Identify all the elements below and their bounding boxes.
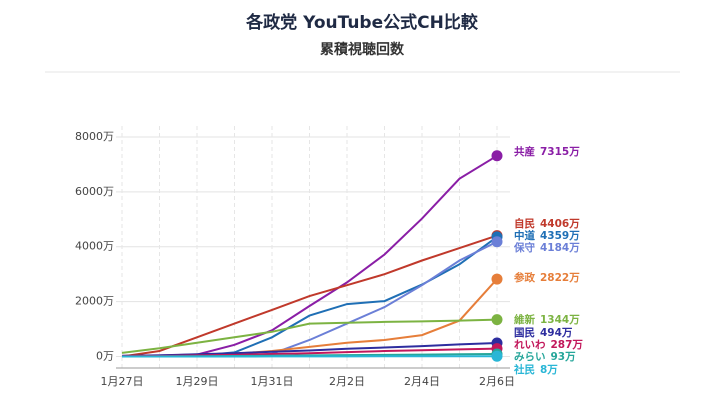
value-label: 4184万 xyxy=(540,242,580,254)
series-name: 国民 xyxy=(514,327,535,339)
series-name: れいわ xyxy=(514,339,546,351)
series-name: 社民 xyxy=(513,363,535,376)
series-name: 保守 xyxy=(513,241,535,254)
end-label: 保守 4184万 xyxy=(513,241,580,254)
end-point xyxy=(492,351,503,362)
end-point xyxy=(492,236,503,247)
value-label: 4359万 xyxy=(540,230,580,242)
series-name: 自民 xyxy=(514,217,535,230)
x-tick-label: 2月4日 xyxy=(404,375,440,388)
x-tick-label: 2月2日 xyxy=(329,375,365,388)
end-label: 共産 7315万 xyxy=(514,145,580,158)
end-label: みらい 93万 xyxy=(514,351,576,363)
end-label: 中道 4359万 xyxy=(514,229,580,242)
value-label: 494万 xyxy=(540,327,573,339)
x-tick-label: 1月29日 xyxy=(176,375,219,388)
series-name: みらい xyxy=(514,351,546,363)
end-label: 参政 2822万 xyxy=(514,271,580,284)
y-tick-label: 4000万 xyxy=(75,240,114,253)
end-label: 社民 8万 xyxy=(513,363,558,376)
x-tick-label: 1月27日 xyxy=(101,375,144,388)
y-tick-label: 0万 xyxy=(96,350,114,363)
y-tick-label: 8000万 xyxy=(75,130,114,143)
value-label: 93万 xyxy=(551,351,577,363)
end-label: れいわ 287万 xyxy=(514,339,583,351)
end-label: 国民 494万 xyxy=(514,327,573,339)
y-tick-label: 2000万 xyxy=(75,295,114,308)
value-label: 287万 xyxy=(551,339,584,351)
value-label: 2822万 xyxy=(540,272,580,284)
series-name: 中道 xyxy=(514,229,535,242)
end-label: 自民 4406万 xyxy=(514,217,580,230)
chart-subtitle: 累積視聴回数 xyxy=(320,41,405,58)
end-label: 維新 1344万 xyxy=(514,313,580,326)
chart-title: 各政党 YouTube公式CH比較 xyxy=(245,12,479,33)
end-point xyxy=(492,314,503,325)
y-tick-label: 6000万 xyxy=(75,185,114,198)
series-line xyxy=(122,242,497,357)
value-label: 7315万 xyxy=(540,146,580,158)
x-tick-label: 1月31日 xyxy=(251,375,294,388)
series-name: 共産 xyxy=(514,145,535,158)
value-label: 8万 xyxy=(540,364,558,376)
value-label: 4406万 xyxy=(540,218,580,230)
series-name: 参政 xyxy=(514,271,535,284)
x-tick-label: 2月6日 xyxy=(479,375,515,388)
value-label: 1344万 xyxy=(540,314,580,326)
series-name: 維新 xyxy=(514,313,535,326)
end-point xyxy=(492,274,503,285)
end-point xyxy=(492,150,503,161)
